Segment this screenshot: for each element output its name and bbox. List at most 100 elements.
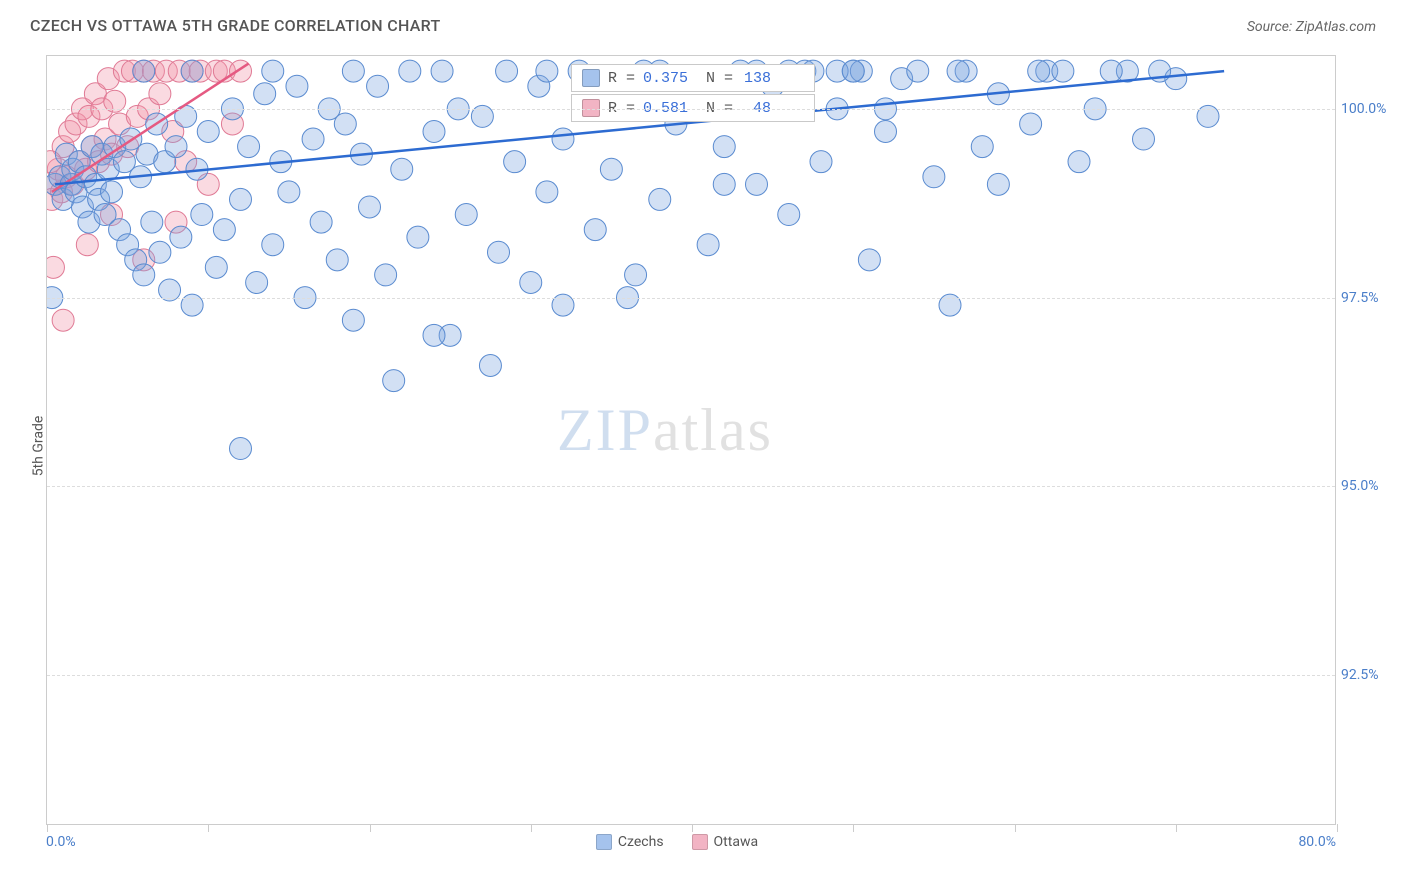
legend-label: Czechs	[618, 834, 664, 850]
data-point	[165, 136, 187, 158]
data-point	[697, 234, 719, 256]
data-point	[649, 188, 671, 210]
x-tick	[692, 824, 693, 832]
data-point	[625, 264, 647, 286]
data-point	[1020, 113, 1042, 135]
data-point	[278, 181, 300, 203]
series-swatch	[582, 69, 600, 87]
data-point	[375, 264, 397, 286]
data-point	[858, 249, 880, 271]
data-point	[600, 158, 622, 180]
legend-label: Ottawa	[714, 834, 759, 850]
x-tick	[208, 824, 209, 832]
x-tick	[1337, 824, 1338, 832]
data-point	[496, 60, 518, 82]
data-point	[746, 173, 768, 195]
data-point	[230, 438, 252, 460]
data-point	[76, 234, 98, 256]
data-point	[181, 60, 203, 82]
data-point	[584, 219, 606, 241]
y-tick-label: 92.5%	[1341, 667, 1397, 683]
source-attribution: Source: ZipAtlas.com	[1247, 19, 1376, 35]
x-tick	[370, 824, 371, 832]
plot-area: ZIPatlas R =0.375N =138R =0.581N =48 92.…	[46, 55, 1336, 825]
data-point	[488, 241, 510, 263]
data-point	[302, 128, 324, 150]
data-point	[504, 151, 526, 173]
data-point	[238, 136, 260, 158]
data-point	[205, 256, 227, 278]
data-point	[552, 128, 574, 150]
data-point	[326, 249, 348, 271]
data-point	[47, 256, 64, 278]
x-tick	[853, 824, 854, 832]
data-point	[1133, 128, 1155, 150]
stat-key: N =	[706, 70, 733, 87]
data-point	[262, 234, 284, 256]
data-point	[407, 226, 429, 248]
data-point	[230, 188, 252, 210]
data-point	[810, 151, 832, 173]
data-point	[907, 60, 929, 82]
data-point	[170, 226, 192, 248]
x-tick	[1015, 824, 1016, 832]
data-point	[431, 60, 453, 82]
data-point	[254, 83, 276, 105]
data-point	[875, 120, 897, 142]
data-point	[342, 309, 364, 331]
data-point	[342, 60, 364, 82]
stat-r: 0.375	[643, 70, 688, 87]
data-point	[391, 158, 413, 180]
data-point	[133, 264, 155, 286]
x-tick	[47, 824, 48, 832]
data-point	[713, 173, 735, 195]
gridline	[47, 486, 1335, 487]
data-point	[536, 60, 558, 82]
data-point	[359, 196, 381, 218]
data-point	[101, 181, 123, 203]
data-point	[246, 271, 268, 293]
legend-swatch	[596, 834, 612, 850]
data-point	[191, 204, 213, 226]
y-tick-label: 97.5%	[1341, 290, 1397, 306]
legend-swatch	[692, 834, 708, 850]
data-point	[455, 204, 477, 226]
data-point	[197, 120, 219, 142]
data-point	[713, 136, 735, 158]
data-point	[520, 271, 542, 293]
data-point	[286, 75, 308, 97]
data-point	[262, 60, 284, 82]
data-point	[383, 370, 405, 392]
data-point	[423, 120, 445, 142]
data-point	[479, 355, 501, 377]
data-point	[141, 211, 163, 233]
data-point	[334, 113, 356, 135]
data-point	[971, 136, 993, 158]
data-point	[778, 204, 800, 226]
data-point	[149, 241, 171, 263]
gridline	[47, 109, 1335, 110]
stat-n: 138	[741, 70, 771, 87]
data-point	[213, 219, 235, 241]
data-point	[842, 60, 864, 82]
data-point	[149, 83, 171, 105]
data-point	[423, 324, 445, 346]
data-point	[1028, 60, 1050, 82]
data-point	[399, 60, 421, 82]
y-axis-label: 5th Grade	[30, 416, 46, 477]
stat-box: R = 0.375 N = 138	[571, 64, 815, 92]
data-point	[1100, 60, 1122, 82]
chart-title: CZECH VS OTTAWA 5TH GRADE CORRELATION CH…	[30, 16, 441, 35]
data-point	[52, 309, 74, 331]
data-point	[923, 166, 945, 188]
x-tick	[531, 824, 532, 832]
scatter-svg	[47, 56, 1335, 824]
stat-key: R =	[608, 70, 635, 87]
gridline	[47, 298, 1335, 299]
data-point	[987, 173, 1009, 195]
y-tick-label: 100.0%	[1341, 101, 1397, 117]
x-tick	[1176, 824, 1177, 832]
y-tick-label: 95.0%	[1341, 478, 1397, 494]
legend: Czechs Ottawa	[46, 834, 1336, 850]
data-point	[536, 181, 558, 203]
